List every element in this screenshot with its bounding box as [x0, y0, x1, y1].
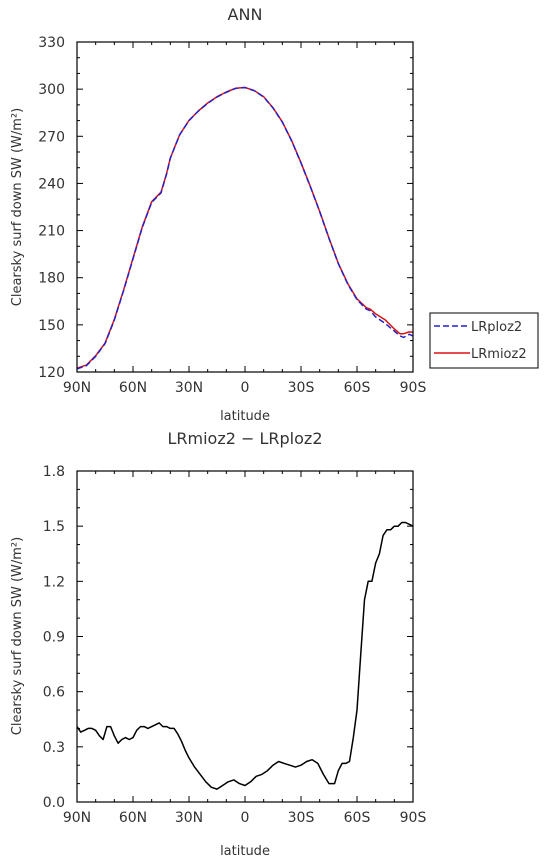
top-series-line-LRmioz2	[76, 86, 414, 369]
bottom-y-tick-label: 0.6	[43, 685, 65, 701]
top-y-tick-label: 210	[38, 224, 65, 240]
bottom-x-tick-label: 60S	[344, 810, 371, 826]
top-ticks: 90N 60N 30N 0 30S 60S 90S 120 150 180 210 240 270 300…	[38, 35, 426, 396]
bottom-x-tick-label: 30S	[288, 810, 315, 826]
bottom-x-tick-label: 90S	[400, 810, 427, 826]
bottom-x-tick-label: 60N	[119, 810, 147, 826]
top-x-tick-label: 0	[241, 380, 250, 396]
bottom-x-axis-label: latitude	[220, 844, 270, 859]
bottom-x-tick-label: 30N	[175, 810, 203, 826]
bottom-series-layer	[76, 521, 414, 790]
bottom-series-line-difference	[76, 521, 414, 790]
bottom-y-tick-label: 0.0	[43, 795, 65, 811]
legend-label-LRmioz2: LRmioz2	[471, 347, 527, 362]
top-y-tick-label: 300	[38, 82, 65, 98]
top-panel: ANN 90N 60N 30N 0 30S 60S 90S 120 150 180 210 240 27…	[10, 5, 426, 424]
top-series-layer	[76, 86, 414, 370]
top-x-tick-label: 90N	[63, 380, 91, 396]
bottom-panel: LRmioz2 − LRploz2 90N 60N 30N 0 30S 60S 90S 0.0…	[10, 429, 426, 859]
bottom-y-axis-label: Clearsky surf down SW (W/m²)	[10, 537, 25, 735]
bottom-y-tick-label: 0.3	[43, 740, 65, 756]
top-x-tick-label: 60N	[119, 380, 147, 396]
top-y-tick-label: 240	[38, 176, 65, 192]
bottom-x-tick-label: 0	[241, 810, 250, 826]
top-x-tick-label: 60S	[344, 380, 371, 396]
top-plot-frame	[76, 41, 414, 373]
legend: LRploz2 LRmioz2	[429, 312, 539, 369]
legend-label-LRploz2: LRploz2	[471, 320, 522, 335]
top-x-tick-label: 30N	[175, 380, 203, 396]
bottom-x-tick-label: 90N	[63, 810, 91, 826]
top-x-axis-label: latitude	[220, 409, 270, 424]
top-y-tick-label: 120	[38, 365, 65, 381]
bottom-y-tick-label: 1.5	[43, 519, 65, 535]
bottom-y-tick-label: 0.9	[43, 630, 65, 646]
bottom-y-tick-label: 1.2	[43, 574, 65, 590]
bottom-ticks: 90N 60N 30N 0 30S 60S 90S 0.0 0.3 0.6 0.9 1.2 1.5 1.8	[43, 464, 427, 826]
top-y-tick-label: 150	[38, 318, 65, 334]
bottom-chart-title: LRmioz2 − LRploz2	[167, 429, 322, 448]
top-series-line-LRploz2	[76, 86, 414, 370]
top-y-tick-label: 330	[38, 35, 65, 51]
bottom-plot-frame	[76, 470, 414, 803]
top-x-tick-label: 90S	[400, 380, 427, 396]
legend-box	[429, 312, 539, 369]
top-x-tick-label: 30S	[288, 380, 315, 396]
top-y-tick-label: 270	[38, 129, 65, 145]
top-chart-title: ANN	[228, 5, 263, 24]
top-y-tick-label: 180	[38, 271, 65, 287]
top-y-axis-label: Clearsky surf down SW (W/m²)	[10, 108, 25, 306]
bottom-y-tick-label: 1.8	[43, 464, 65, 480]
